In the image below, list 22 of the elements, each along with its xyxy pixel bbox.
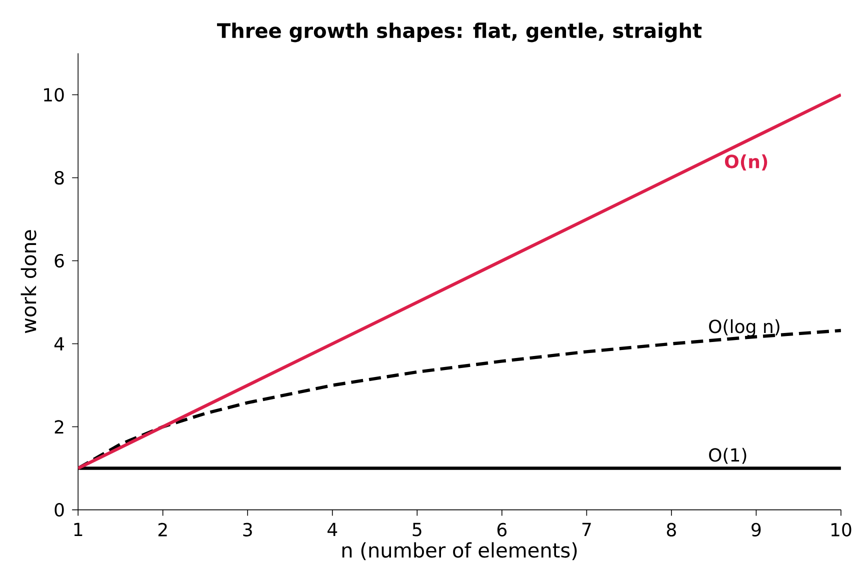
x-tick-label: 7 [582, 522, 591, 536]
series-label: O(log n) [709, 319, 780, 337]
y-tick-label: 6 [54, 254, 64, 268]
x-tick-label: 5 [412, 522, 422, 536]
x-tick-label: 2 [158, 522, 167, 536]
y-axis-title: work done [20, 230, 36, 334]
x-axis-title: n (number of elements) [342, 542, 577, 560]
x-tick-label: 1 [74, 522, 82, 536]
x-tick-label: 9 [752, 522, 761, 537]
y-tick-label: 10 [44, 88, 64, 102]
chart-title: Three growth shapes: flat, gentle, straight [217, 22, 702, 42]
y-tick-label: 2 [54, 420, 64, 434]
y-tick-label: 8 [54, 171, 64, 185]
x-tick-label: 6 [497, 522, 507, 537]
y-tick-label: 0 [54, 503, 64, 517]
x-tick-label: 4 [328, 522, 338, 536]
series-label: O(1) [709, 448, 746, 464]
y-tick-label: 4 [54, 337, 64, 350]
series-label: O(n) [724, 154, 768, 171]
x-tick-label: 8 [666, 522, 676, 537]
x-tick-label: 10 [831, 522, 852, 537]
x-tick-label: 3 [243, 522, 252, 537]
